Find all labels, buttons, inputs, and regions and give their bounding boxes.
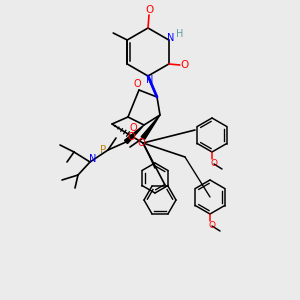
Polygon shape (124, 125, 144, 144)
Text: N: N (167, 33, 175, 43)
Text: O: O (145, 5, 153, 15)
Text: O: O (137, 138, 145, 148)
Text: O: O (211, 160, 218, 169)
Text: O: O (133, 79, 141, 89)
Polygon shape (141, 115, 160, 139)
Text: O: O (129, 123, 137, 133)
Text: O: O (181, 60, 189, 70)
Text: P: P (100, 145, 106, 155)
Text: N: N (89, 154, 97, 164)
Text: O: O (208, 221, 215, 230)
Text: O: O (127, 132, 135, 142)
Text: N: N (146, 75, 154, 85)
Text: H: H (176, 29, 184, 39)
